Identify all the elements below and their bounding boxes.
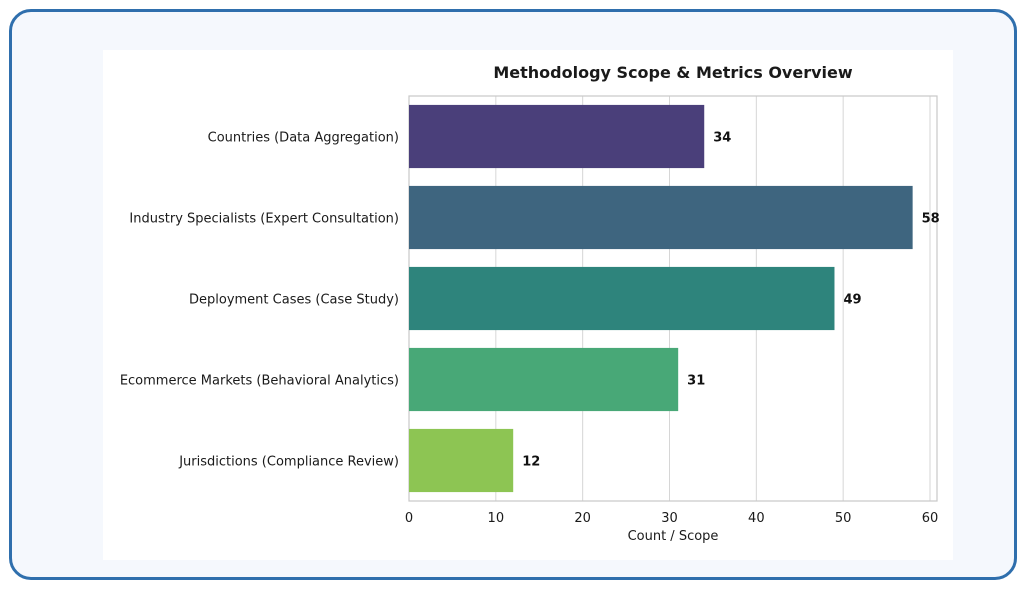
bar-value-label: 31 [687, 374, 705, 389]
x-tick-label: 40 [748, 511, 765, 526]
bar[interactable] [409, 104, 705, 169]
y-category-label: Ecommerce Markets (Behavioral Analytics) [120, 374, 399, 389]
chart-panel: Methodology Scope & Metrics Overview 34 5… [103, 50, 953, 560]
bar[interactable] [409, 347, 679, 412]
y-category-label: Countries (Data Aggregation) [208, 131, 399, 146]
x-tick-label: 10 [488, 511, 505, 526]
x-tick-label: 0 [405, 511, 413, 526]
bar-chart: Methodology Scope & Metrics Overview 34 5… [120, 63, 940, 544]
x-tick-label: 20 [574, 511, 591, 526]
x-tick-label: 30 [661, 511, 678, 526]
y-category-label: Industry Specialists (Expert Consultatio… [129, 212, 399, 227]
bar[interactable] [409, 266, 835, 331]
x-axis-label: Count / Scope [628, 529, 719, 544]
bar[interactable] [409, 185, 913, 250]
bar-value-label: 49 [843, 293, 861, 308]
x-tick-label: 60 [922, 511, 939, 526]
y-category-label: Jurisdictions (Compliance Review) [178, 455, 399, 470]
x-tick-label: 50 [835, 511, 852, 526]
bar-value-label: 34 [713, 131, 731, 146]
bar-value-label: 12 [522, 455, 540, 470]
bar-value-label: 58 [922, 212, 940, 227]
bar[interactable] [409, 428, 514, 493]
y-category-label: Deployment Cases (Case Study) [189, 293, 399, 308]
chart-title: Methodology Scope & Metrics Overview [493, 63, 852, 82]
